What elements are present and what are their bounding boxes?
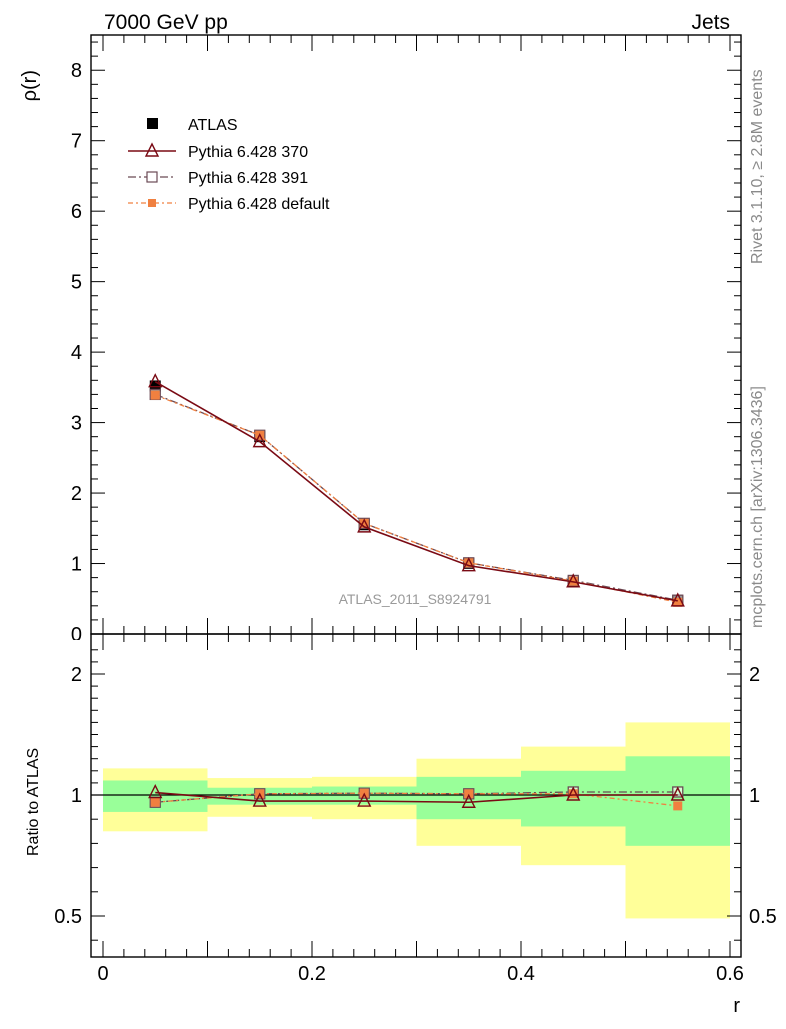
ratio-point-pdefault-5: [673, 801, 683, 811]
main-point-p370-2: [357, 518, 372, 533]
legend-marker-pythia-391: [146, 171, 158, 183]
ratio-point-p370-0: [148, 784, 163, 799]
ratio-series-group: [148, 784, 685, 811]
main-series-group: [148, 373, 685, 607]
legend-marker-atlas: [147, 118, 158, 129]
main-point-atlas-0: [149, 380, 161, 392]
main-y-tick-label-6: 6: [71, 201, 82, 223]
ratio-y-tick-label-left-0: 0.5: [54, 906, 82, 928]
legend-label-pythia-391: Pythia 6.428 391: [188, 170, 308, 187]
main-y-tick-label-7: 7: [71, 131, 82, 153]
legend-label-atlas: ATLAS: [188, 117, 238, 134]
main-point-pdefault-0: [150, 390, 160, 400]
main-point-pdefault-3: [464, 558, 474, 568]
main-y-tick-label-3: 3: [71, 413, 82, 435]
x-tick-label-0: 0: [97, 963, 108, 985]
analysis-watermark: ATLAS_2011_S8924791: [339, 591, 492, 607]
main-point-p370-4: [566, 573, 581, 588]
band-inner-bin-4: [521, 770, 626, 827]
rivet-label: Rivet 3.1.10, ≥ 2.8M events: [749, 69, 766, 264]
main-point-pdefault-5: [673, 597, 683, 607]
axes-ticks: 0 0.2 0.4 0.6 0 1 2 3 4 5 6 7 8 0.5 0.5 1 1 2 2: [54, 35, 777, 985]
ratio-y-tick-label-left-2: 2: [71, 664, 82, 686]
main-point-p370-0: [148, 373, 163, 388]
ratio-point-pdefault-4: [568, 789, 578, 799]
main-line-p391: [155, 393, 678, 601]
main-y-axis-title: ρ(r): [19, 70, 41, 101]
main-y-tick-label-4: 4: [71, 342, 82, 364]
main-point-p370-5: [670, 592, 685, 607]
x-axis-title: r: [733, 995, 740, 1017]
ratio-line-pdefault: [155, 792, 678, 807]
ratio-point-p370-2: [357, 792, 372, 807]
ratio-y-tick-label-right-1: 1: [749, 785, 760, 807]
header-collision-label: 7000 GeV pp: [104, 11, 228, 34]
ratio-y-tick-label-left-1: 1: [71, 785, 82, 807]
main-y-tick-label-1: 1: [71, 554, 82, 576]
ratio-y-tick-label-right-0: 0.5: [749, 906, 777, 928]
ratio-y-axis-title: Ratio to ATLAS: [25, 748, 42, 856]
main-point-p370-3: [461, 557, 476, 572]
x-tick-label-1: 0.2: [298, 963, 326, 985]
main-line-p370: [154, 381, 678, 602]
band-inner-bin-5: [625, 756, 730, 846]
main-y-tick-label-5: 5: [71, 272, 82, 294]
header-process-label: Jets: [691, 11, 730, 34]
main-y-tick-label-8: 8: [71, 60, 82, 82]
ratio-point-p370-4: [566, 786, 581, 801]
main-y-tick-label-0: 0: [71, 624, 82, 646]
legend-entry-pythia-default: Pythia 6.428 default: [128, 196, 330, 213]
ratio-point-p370-3: [461, 793, 476, 808]
x-tick-label-2: 0.4: [507, 963, 535, 985]
mcplots-label: mcplots.cern.ch [arXiv:1306.3436]: [749, 386, 766, 628]
x-tick-label-3: 0.6: [716, 963, 744, 985]
legend-marker-pythia-370: [144, 142, 160, 157]
ratio-point-p370-5: [670, 786, 685, 801]
ratio-uncertainty-bands: [91, 722, 741, 919]
legend-entry-pythia-370: Pythia 6.428 370: [128, 142, 308, 161]
main-point-p370-1: [252, 433, 267, 448]
legend-label-pythia-default: Pythia 6.428 default: [188, 196, 330, 213]
ratio-y-tick-label-right-2: 2: [749, 664, 760, 686]
legend-entry-atlas: ATLAS: [147, 117, 238, 134]
ratio-point-p370-1: [252, 792, 267, 807]
ratio-line-p370: [155, 791, 678, 804]
main-y-tick-label-2: 2: [71, 483, 82, 505]
legend: ATLAS Pythia 6.428 370 Pythia 6.428 391 …: [128, 117, 330, 213]
legend-marker-pythia-default: [148, 199, 156, 207]
main-point-pdefault-2: [359, 518, 369, 528]
legend-entry-pythia-391: Pythia 6.428 391: [128, 170, 308, 187]
ratio-point-pdefault-0: [150, 797, 160, 807]
legend-label-pythia-370: Pythia 6.428 370: [188, 144, 308, 161]
